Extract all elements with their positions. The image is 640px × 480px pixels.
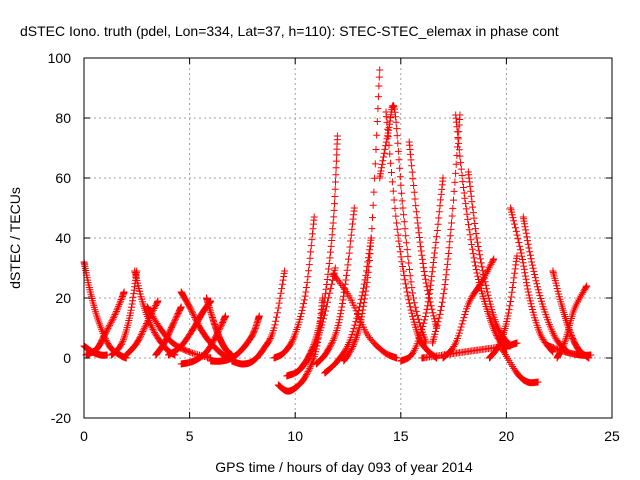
series-markers bbox=[376, 102, 430, 347]
series-21 bbox=[340, 66, 384, 365]
x-tick-label: 5 bbox=[186, 428, 194, 444]
series-28 bbox=[452, 111, 510, 353]
series-markers bbox=[329, 270, 401, 362]
x-tick-label: 10 bbox=[287, 428, 303, 444]
x-tick-label: 25 bbox=[604, 428, 620, 444]
series-markers bbox=[545, 342, 595, 359]
series-markers bbox=[452, 111, 510, 353]
series-26 bbox=[397, 174, 447, 365]
series-markers bbox=[397, 174, 447, 365]
series-markers bbox=[207, 312, 263, 365]
axis-ticks: 0 5 10 15 20 25 -20 0 20 40 60 80 100 bbox=[48, 50, 620, 444]
series-markers bbox=[321, 234, 375, 377]
series-38 bbox=[545, 342, 595, 359]
series-18 bbox=[295, 132, 341, 374]
series-13 bbox=[207, 312, 263, 365]
y-tick-label: 60 bbox=[55, 170, 71, 186]
series-15 bbox=[270, 213, 318, 362]
grid bbox=[84, 58, 612, 418]
series-12 bbox=[177, 312, 229, 368]
series-markers bbox=[507, 204, 557, 356]
y-tick-label: 20 bbox=[55, 290, 71, 306]
y-axis-label: dSTEC / TECUs bbox=[7, 187, 23, 289]
series-24 bbox=[382, 108, 441, 362]
y-tick-label: 40 bbox=[55, 230, 71, 246]
series-35 bbox=[498, 345, 542, 387]
series-markers bbox=[312, 204, 358, 368]
y-tick-label: -20 bbox=[51, 410, 71, 426]
series-markers bbox=[177, 312, 229, 368]
series-markers bbox=[498, 345, 542, 387]
series-19 bbox=[312, 204, 358, 368]
series-23 bbox=[376, 102, 430, 347]
series-22 bbox=[329, 270, 401, 362]
series-markers bbox=[340, 66, 384, 365]
series-31 bbox=[418, 339, 521, 362]
series-33 bbox=[507, 204, 557, 356]
series-markers bbox=[228, 267, 289, 368]
x-tick-label: 0 bbox=[80, 428, 88, 444]
plot-frame bbox=[83, 57, 613, 419]
x-axis-label: GPS time / hours of day 093 of year 2014 bbox=[215, 459, 473, 475]
x-tick-label: 20 bbox=[499, 428, 515, 444]
series-markers bbox=[418, 339, 521, 362]
x-tick-label: 15 bbox=[393, 428, 409, 444]
data-points bbox=[80, 66, 595, 395]
y-tick-label: 80 bbox=[55, 110, 71, 126]
series-markers bbox=[295, 132, 341, 374]
series-32 bbox=[486, 252, 521, 362]
y-tick-label: 100 bbox=[48, 50, 72, 66]
chart-title: dSTEC Iono. truth (pdel, Lon=334, Lat=37… bbox=[20, 23, 559, 39]
series-markers bbox=[486, 252, 521, 362]
series-markers bbox=[270, 213, 318, 362]
series-20 bbox=[321, 234, 375, 377]
series-14 bbox=[228, 267, 289, 368]
y-tick-label: 0 bbox=[63, 350, 71, 366]
series-markers bbox=[382, 108, 441, 362]
